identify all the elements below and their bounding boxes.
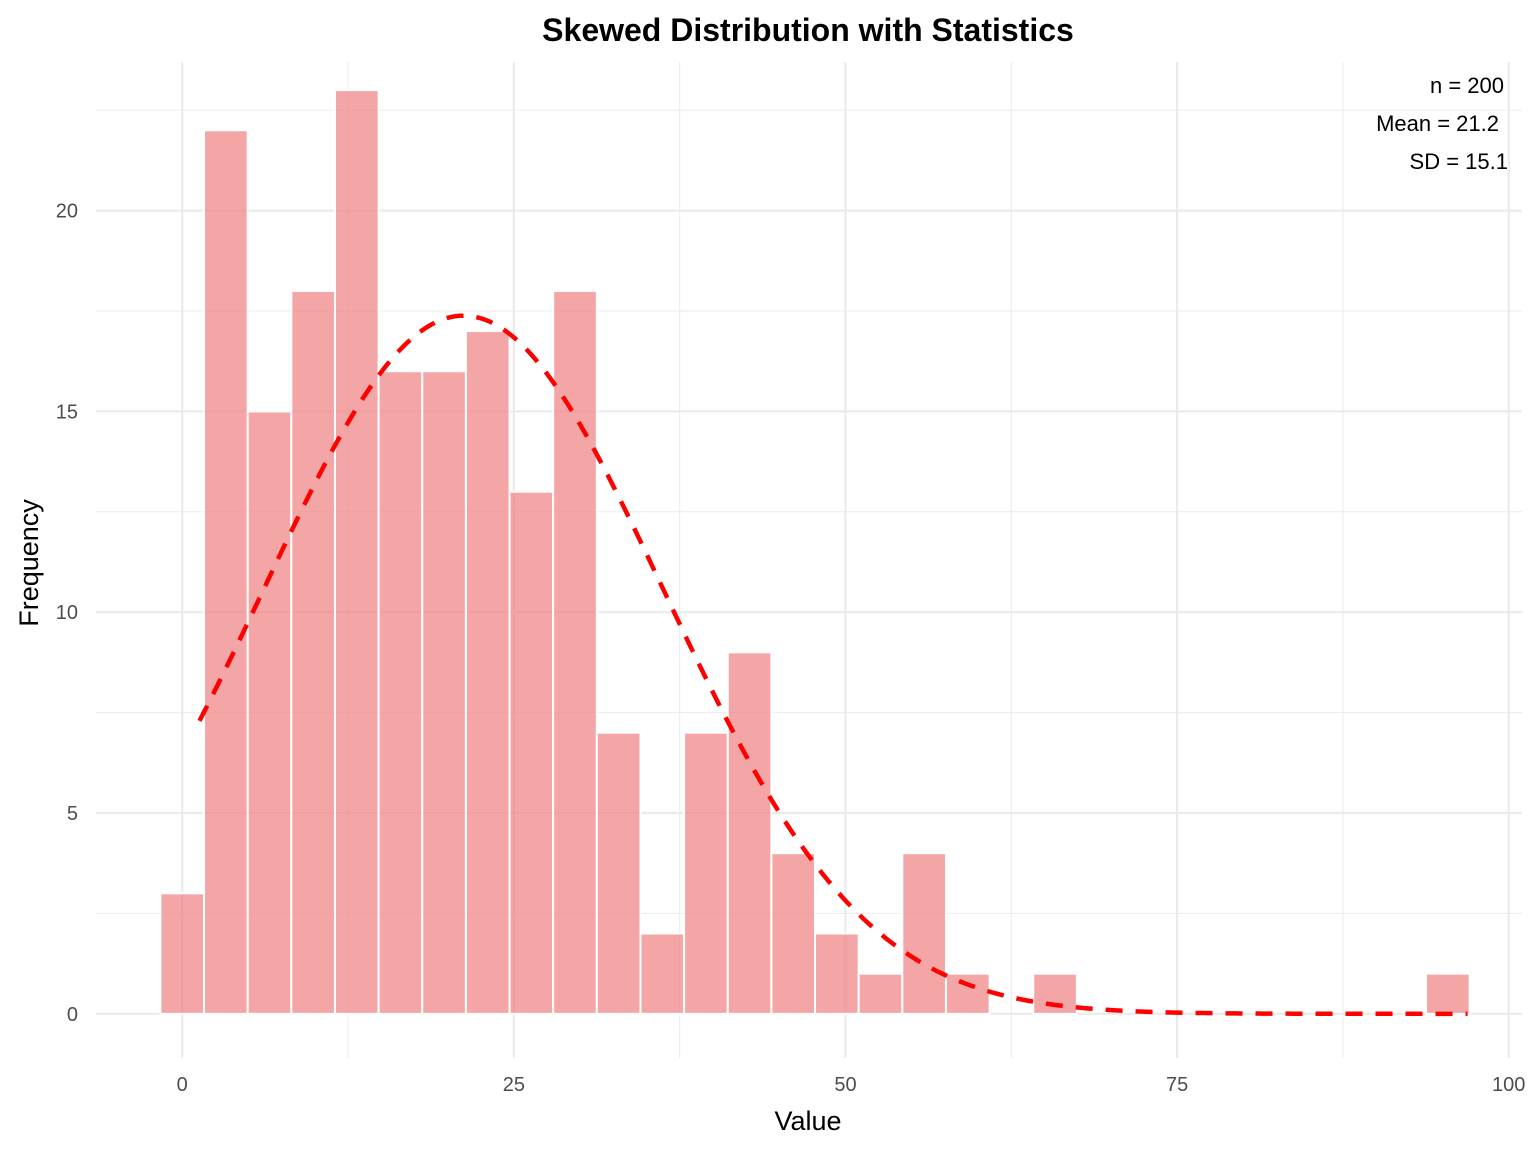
x-axis-tick-labels: 0 25 50 75 100 — [177, 1074, 1526, 1096]
x-tick-label: 25 — [503, 1074, 525, 1096]
y-tick-label: 5 — [67, 803, 78, 825]
x-tick-label: 50 — [834, 1074, 856, 1096]
histogram-bar — [814, 932, 860, 1015]
y-tick-label: 20 — [56, 201, 78, 223]
histogram-bar — [1425, 972, 1471, 1015]
histogram-bar — [333, 89, 380, 1015]
x-tick-label: 0 — [177, 1074, 188, 1096]
histogram-bar — [595, 731, 642, 1015]
stat-mean-annotation: Mean = 21.2 — [1376, 111, 1499, 136]
histogram-bar — [944, 972, 991, 1015]
histogram-bar — [203, 129, 249, 1015]
histogram-bar — [290, 289, 336, 1015]
stat-sd-annotation: SD = 15.1 — [1410, 149, 1508, 174]
normal-density-curve — [197, 313, 1468, 1017]
histogram-bar — [552, 289, 598, 1015]
y-tick-label: 10 — [56, 602, 78, 624]
histogram-bar — [1032, 972, 1078, 1015]
major-gridlines — [96, 62, 1522, 1058]
histogram-bar — [377, 370, 424, 1015]
y-tick-label: 15 — [56, 401, 78, 423]
histogram-bar — [683, 731, 729, 1015]
histogram-bar — [770, 852, 817, 1015]
y-axis-title: Frequency — [14, 499, 44, 627]
x-axis-title: Value — [774, 1106, 841, 1136]
histogram-bar — [508, 490, 555, 1015]
chart-title: Skewed Distribution with Statistics — [542, 12, 1074, 48]
histogram-bar — [901, 852, 947, 1015]
x-tick-label: 75 — [1166, 1074, 1188, 1096]
stat-n-annotation: n = 200 — [1430, 73, 1504, 98]
y-axis-tick-labels: 0 5 10 15 20 — [56, 201, 78, 1026]
x-tick-label: 100 — [1492, 1074, 1525, 1096]
histogram-bar — [464, 330, 511, 1015]
y-tick-label: 0 — [67, 1004, 78, 1026]
histogram-bar — [159, 892, 206, 1015]
histogram-bar — [421, 370, 467, 1015]
histogram-bar — [639, 932, 686, 1015]
histogram-bar — [246, 410, 293, 1015]
histogram-bars — [159, 89, 1471, 1015]
histogram-bar — [857, 972, 904, 1015]
histogram-bar — [726, 651, 773, 1015]
